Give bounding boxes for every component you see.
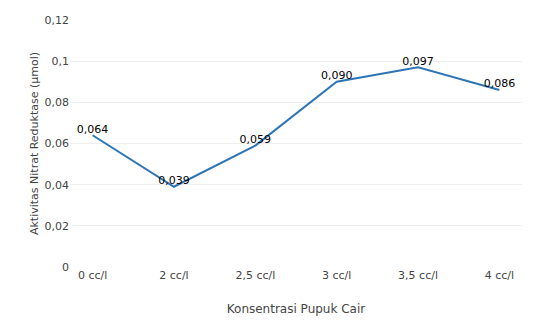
svg-text:0,097: 0,097 [402, 55, 434, 68]
svg-text:0,1: 0,1 [52, 55, 70, 68]
svg-text:Konsentrasi Pupuk Cair: Konsentrasi Pupuk Cair [227, 302, 366, 316]
svg-text:0,02: 0,02 [45, 220, 70, 233]
svg-text:0,12: 0,12 [45, 14, 70, 27]
svg-text:0,064: 0,064 [77, 123, 109, 136]
svg-text:0,059: 0,059 [240, 133, 272, 146]
svg-text:0: 0 [62, 261, 69, 274]
svg-text:3 cc/l: 3 cc/l [322, 269, 351, 282]
svg-text:0,04: 0,04 [45, 179, 70, 192]
svg-text:0,039: 0,039 [158, 174, 190, 187]
svg-text:0,06: 0,06 [45, 137, 70, 150]
svg-text:2 cc/l: 2 cc/l [159, 269, 188, 282]
svg-text:2,5 cc/l: 2,5 cc/l [235, 269, 275, 282]
svg-text:0 cc/l: 0 cc/l [78, 269, 107, 282]
svg-text:4 cc/l: 4 cc/l [485, 269, 514, 282]
svg-text:0,08: 0,08 [45, 96, 70, 109]
svg-text:3,5 cc/l: 3,5 cc/l [398, 269, 438, 282]
svg-text:0,090: 0,090 [321, 69, 353, 82]
svg-text:Aktivitas Nitrat Reduktase (µm: Aktivitas Nitrat Reduktase (µmol) [28, 52, 41, 235]
svg-text:0,086: 0,086 [484, 77, 516, 90]
